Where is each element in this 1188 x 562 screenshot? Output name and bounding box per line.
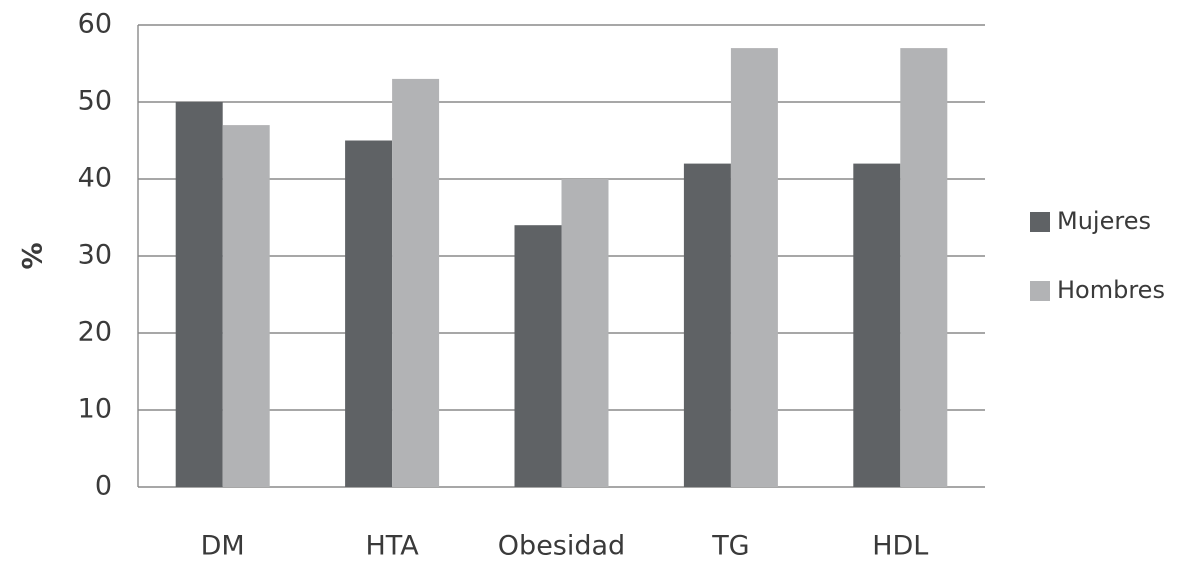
legend-label-hombres: Hombres	[1057, 276, 1165, 304]
bar-hombres-tg	[730, 48, 778, 487]
legend-swatch-mujeres	[1030, 212, 1050, 232]
bar-mujeres-hdl	[853, 163, 901, 487]
y-tick-label-0: 0	[95, 471, 112, 502]
legend-swatch-hombres	[1030, 281, 1050, 301]
bar-hombres-hta	[392, 78, 440, 488]
x-tick-label-hdl: HDL	[872, 531, 928, 562]
legend-label-mujeres: Mujeres	[1057, 207, 1151, 235]
bar-hombres-dm	[222, 125, 270, 487]
x-tick-label-hta: HTA	[366, 531, 420, 562]
bar-hombres-obesidad	[561, 179, 609, 487]
y-axis-ticks: 0 10 20 30 40 50 60	[78, 9, 112, 502]
bar-mujeres-tg	[683, 163, 731, 487]
bar-mujeres-obesidad	[514, 225, 562, 487]
y-tick-label-20: 20	[78, 317, 112, 348]
bar-hombres-hdl	[900, 48, 948, 487]
x-tick-label-tg: TG	[711, 531, 749, 562]
bar-mujeres-dm	[175, 102, 223, 487]
legend: Mujeres Hombres	[1030, 207, 1165, 304]
y-tick-label-40: 40	[78, 163, 112, 194]
y-axis-label: %	[18, 242, 49, 269]
bars	[175, 48, 948, 488]
y-tick-label-60: 60	[78, 9, 112, 40]
x-axis-labels: DM HTA Obesidad TG HDL	[201, 531, 929, 562]
bar-mujeres-hta	[345, 140, 393, 487]
y-tick-label-50: 50	[78, 86, 112, 117]
x-tick-label-dm: DM	[201, 531, 245, 562]
x-tick-label-obesidad: Obesidad	[498, 531, 625, 562]
y-tick-label-10: 10	[78, 394, 112, 425]
y-tick-label-30: 30	[78, 240, 112, 271]
